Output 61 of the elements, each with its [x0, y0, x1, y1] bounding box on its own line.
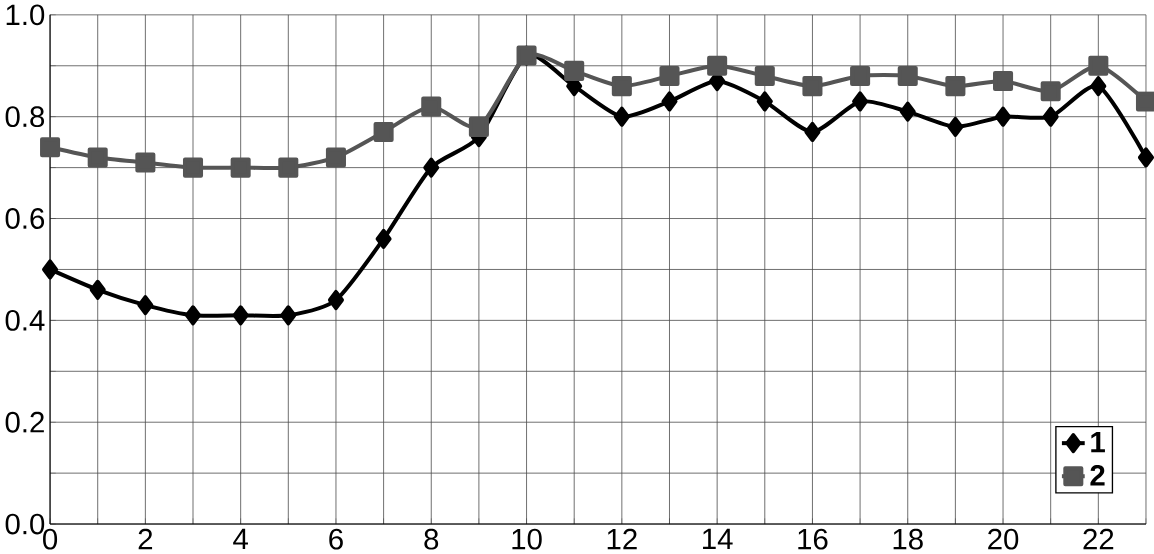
point [42, 259, 59, 280]
point [325, 147, 346, 168]
point [135, 152, 156, 173]
x-tick-label: 0 [43, 528, 58, 550]
x-tick-label: 16 [798, 528, 828, 550]
point [613, 106, 630, 127]
point [137, 295, 154, 316]
point [611, 76, 632, 97]
point [1088, 55, 1109, 76]
point [707, 55, 728, 76]
point [661, 91, 678, 112]
point [945, 76, 966, 97]
y-tick-label: 0.2 [5, 411, 44, 433]
point [423, 157, 440, 178]
point [468, 116, 489, 137]
x-tick-label: 12 [607, 528, 637, 550]
x-tick-label: 8 [424, 528, 439, 550]
x-tick-label: 2 [138, 528, 153, 550]
x-tick-label: 10 [512, 528, 542, 550]
point [899, 101, 916, 122]
y-tick-label: 0.0 [5, 513, 45, 535]
point [754, 65, 775, 86]
x-tick-label: 22 [1083, 528, 1114, 550]
x-tick-label: 20 [988, 528, 1019, 550]
x-tick-label: 14 [703, 528, 733, 549]
point [947, 116, 964, 137]
point [802, 76, 823, 97]
point [89, 279, 106, 300]
x-tick-label: 18 [893, 528, 923, 550]
legend-label: 2 [1090, 464, 1105, 486]
point [564, 60, 585, 81]
point [280, 305, 297, 326]
point [1042, 106, 1059, 127]
point [993, 71, 1014, 92]
point [852, 91, 869, 112]
legend-label: 1 [1091, 432, 1105, 453]
point [230, 157, 251, 178]
point [184, 305, 202, 326]
point [850, 65, 871, 86]
point [659, 65, 680, 86]
y-tick-label: 0.4 [5, 309, 45, 331]
x-tick-label: 4 [233, 528, 248, 549]
y-tick-label: 0.6 [5, 208, 45, 229]
y-tick-label: 1.0 [6, 4, 45, 26]
point [756, 91, 773, 112]
point [87, 147, 108, 168]
x-tick-label: 6 [329, 528, 343, 550]
point [1090, 76, 1107, 97]
point [327, 289, 344, 311]
point [373, 121, 394, 142]
point [278, 157, 299, 178]
point [804, 121, 821, 142]
point [1040, 81, 1061, 102]
point [232, 305, 249, 326]
point [40, 137, 61, 158]
y-tick-label: 0.8 [5, 106, 45, 128]
point [897, 65, 918, 86]
point [421, 96, 442, 117]
point [182, 157, 204, 178]
point [995, 106, 1012, 127]
point [375, 228, 392, 249]
